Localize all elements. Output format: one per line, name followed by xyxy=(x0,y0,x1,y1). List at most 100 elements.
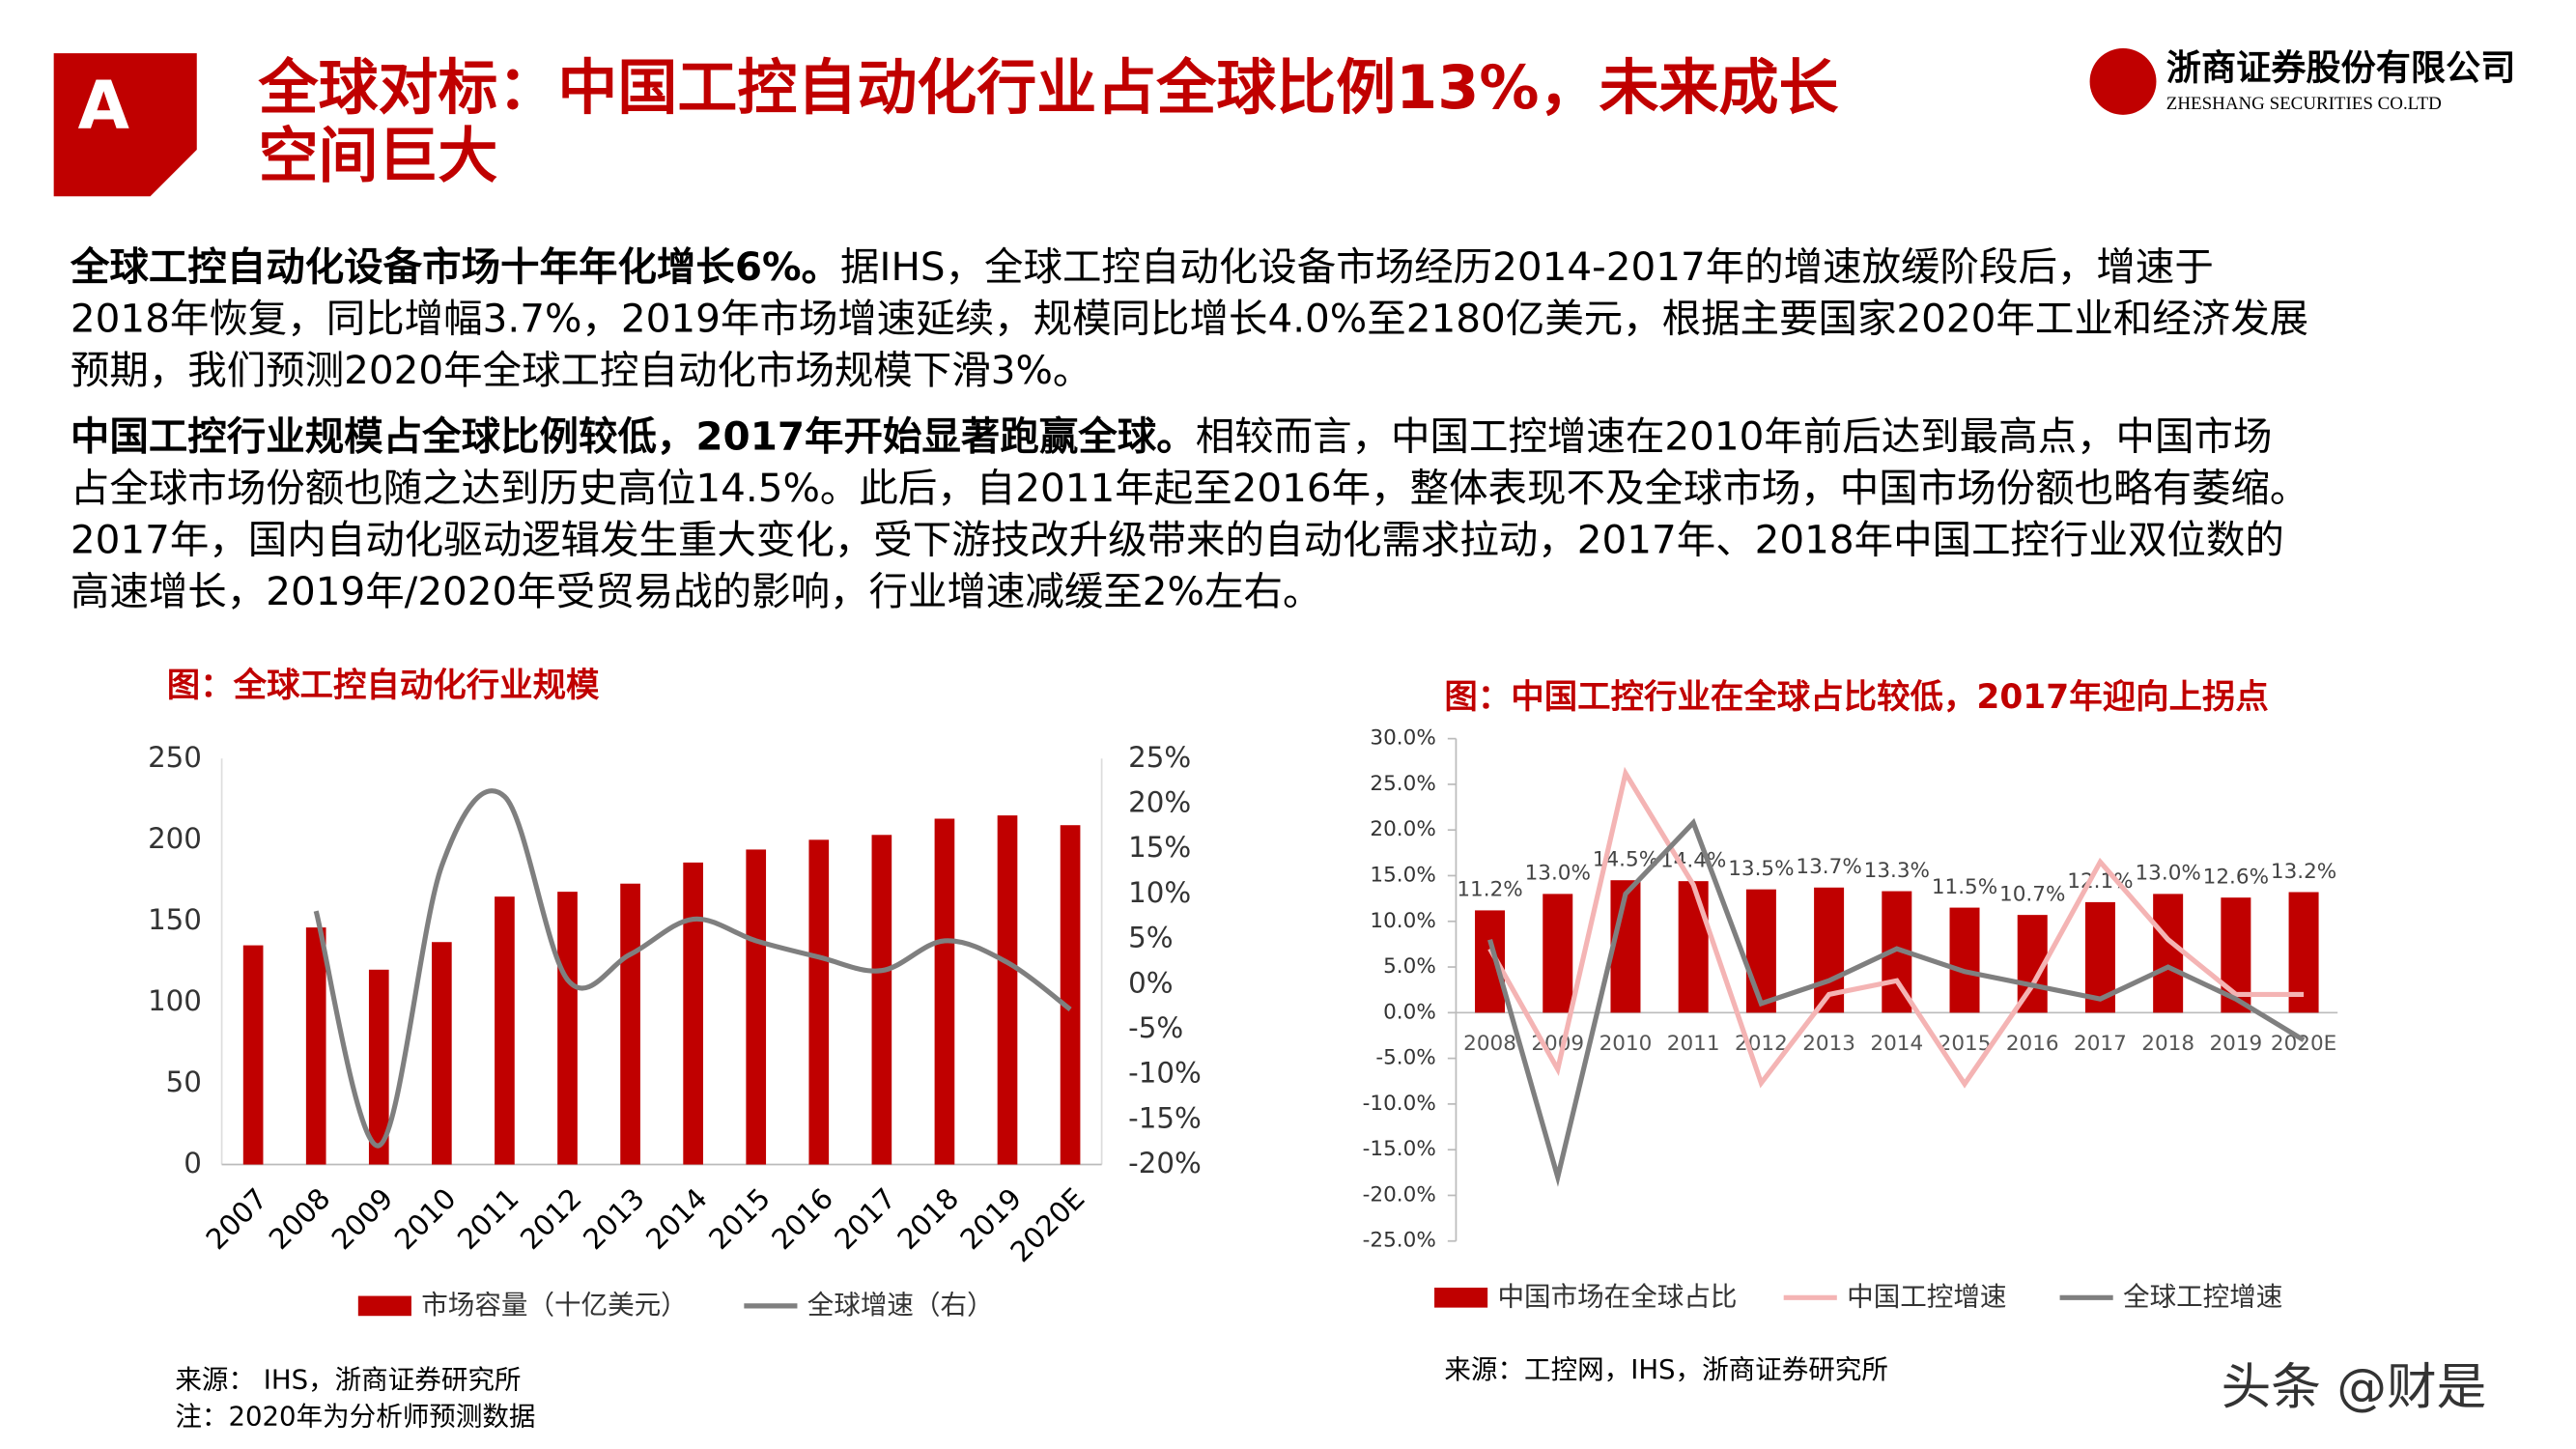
y-tick-label: -25.0% xyxy=(1363,1229,1436,1253)
bar xyxy=(495,896,515,1165)
value-label: 11.2% xyxy=(1457,878,1522,902)
line xyxy=(1487,766,2305,1089)
bar xyxy=(997,815,1018,1165)
badge: A xyxy=(78,68,129,145)
y-tick-label: 25.0% xyxy=(1370,772,1435,796)
x-tick-label: 2016 xyxy=(2006,1032,2059,1056)
y-tick-label: 50 xyxy=(166,1065,202,1098)
bar xyxy=(2153,894,2184,1013)
source-note: 注：2020年为分析师预测数据 xyxy=(175,1401,535,1432)
paragraph-bold: 中国工控行业规模占全球比例较低，2017年开始显著跑赢全球。 xyxy=(71,413,1196,460)
bar xyxy=(1543,894,1573,1013)
x-tick-label: 2016 xyxy=(765,1181,839,1256)
legend-label: 中国工控增速 xyxy=(1847,1281,2006,1312)
x-tick-label: 2010 xyxy=(388,1181,463,1256)
value-label: 13.5% xyxy=(1728,857,1794,881)
paragraph-text: 2018年恢复，同比增幅3.7%，2019年市场增速延续，规模同比增长4.0%至… xyxy=(71,295,2308,341)
bar xyxy=(242,945,264,1165)
x-tick-label: 2017 xyxy=(828,1181,902,1256)
value-label: 13.0% xyxy=(1525,862,1591,886)
x-tick-label: 2007 xyxy=(200,1181,274,1256)
y-tick-label: -10.0% xyxy=(1363,1092,1436,1116)
bar xyxy=(1475,910,1506,1013)
y-tick-label: -20.0% xyxy=(1363,1182,1436,1207)
watermark: 头条 @财是 xyxy=(2222,1359,2487,1417)
x-tick-label: 2017 xyxy=(2074,1032,2127,1056)
bar xyxy=(871,835,892,1165)
bar xyxy=(305,927,326,1165)
badge-bg xyxy=(53,53,197,197)
paragraph-bold: 全球工控自动化设备市场十年年化增长6%。 xyxy=(70,243,840,290)
y2-tick-label: -10% xyxy=(1128,1057,1202,1090)
title: 空间巨大 xyxy=(258,120,497,190)
paragraph-line: 中国工控行业规模占全球比例较低，2017年开始显著跑赢全球。相较而言，中国工控增… xyxy=(71,413,2273,460)
paragraph-text: 据IHS，全球工控自动化设备市场经历2014-2017年的增速放缓阶段后，增速于 xyxy=(840,243,2214,290)
y-tick-label: -5.0% xyxy=(1375,1046,1435,1070)
chart-title: 图：中国工控行业在全球占比较低，2017年迎向上拐点 xyxy=(1444,678,2268,717)
value-label: 13.0% xyxy=(2135,862,2200,886)
y-tick-label: 15.0% xyxy=(1370,863,1435,887)
legend-label: 市场容量（十亿美元） xyxy=(421,1290,687,1321)
x-tick-label: 2009 xyxy=(326,1181,400,1256)
x-tick-label: 2014 xyxy=(1870,1032,1923,1056)
y2-tick-label: 25% xyxy=(1128,741,1191,774)
y2-tick-label: -20% xyxy=(1128,1147,1202,1179)
y-tick-label: 100 xyxy=(148,984,202,1017)
x-tick-label: 2019 xyxy=(2209,1032,2262,1056)
y-tick-label: 200 xyxy=(148,822,202,855)
y2-tick-label: 0% xyxy=(1128,966,1173,999)
paragraph-line: 2018年恢复，同比增幅3.7%，2019年市场增速延续，规模同比增长4.0%至… xyxy=(71,295,2308,341)
value-label: 10.7% xyxy=(1999,882,2065,906)
logo-en: ZHESHANG SECURITIES CO.LTD xyxy=(2166,94,2442,114)
legend-label: 中国市场在全球占比 xyxy=(1497,1281,1737,1312)
x-tick-label: 2018 xyxy=(892,1181,966,1256)
logo-icon xyxy=(2089,47,2157,115)
x-tick-label: 2012 xyxy=(514,1181,588,1256)
source-note: 来源：工控网，IHS，浙商证券研究所 xyxy=(1444,1354,1888,1385)
legend-swatch xyxy=(1434,1287,1488,1308)
paragraph-line: 2017年，国内自动化驱动逻辑发生重大变化，受下游技改升级带来的自动化需求拉动，… xyxy=(71,516,2284,562)
bar xyxy=(557,892,578,1165)
bar xyxy=(620,883,640,1165)
y-tick-label: 150 xyxy=(148,903,202,936)
source-note: 来源： IHS，浙商证券研究所 xyxy=(175,1364,521,1395)
bar xyxy=(746,849,767,1165)
y2-tick-label: 5% xyxy=(1128,922,1173,954)
value-label: 13.7% xyxy=(1796,855,1861,879)
paragraph-line: 高速增长，2019年/2020年受贸易战的影响，行业增速减缓至2%左右。 xyxy=(71,568,1322,614)
paragraph-line: 预期，我们预测2020年全球工控自动化市场规模下滑3%。 xyxy=(71,347,1092,393)
line xyxy=(1487,817,2306,1187)
y2-tick-label: 15% xyxy=(1128,831,1191,864)
bar xyxy=(808,839,830,1165)
paragraph-line: 占全球市场份额也随之达到历史高位14.5%。此后，自2011年起至2016年，整… xyxy=(71,465,2309,511)
x-tick-label: 2013 xyxy=(1802,1032,1855,1056)
legend-label: 全球增速（右） xyxy=(807,1290,994,1321)
chart-title: 图：全球工控自动化行业规模 xyxy=(167,667,600,705)
bar xyxy=(1060,825,1081,1165)
value-label: 14.4% xyxy=(1660,848,1726,872)
y2-tick-label: 20% xyxy=(1128,785,1191,818)
y2-tick-label: 10% xyxy=(1128,876,1191,909)
y2-tick-label: -15% xyxy=(1128,1101,1202,1134)
x-tick-label: 2010 xyxy=(1599,1032,1653,1056)
paragraph-text: 占全球市场份额也随之达到历史高位14.5%。此后，自2011年起至2016年，整… xyxy=(71,465,2309,511)
paragraph-text: 高速增长，2019年/2020年受贸易战的影响，行业增速减缓至2%左右。 xyxy=(71,568,1322,614)
line xyxy=(313,788,1072,1149)
x-tick-label: 2020E xyxy=(2271,1032,2336,1056)
value-label: 13.3% xyxy=(1864,859,1930,883)
x-tick-label: 2008 xyxy=(1463,1032,1516,1056)
bar xyxy=(1745,889,1776,1013)
value-label: 13.2% xyxy=(2271,860,2336,884)
y-tick-label: -15.0% xyxy=(1363,1137,1436,1161)
x-tick-label: 2015 xyxy=(702,1181,777,1256)
y-tick-label: 250 xyxy=(148,741,202,774)
x-tick-label: 2018 xyxy=(2141,1032,2194,1056)
x-tick-label: 2008 xyxy=(263,1181,337,1256)
legend-label: 全球工控增速 xyxy=(2123,1281,2282,1312)
y-tick-label: 0 xyxy=(184,1147,202,1179)
bar xyxy=(1678,881,1709,1013)
paragraph-text: 预期，我们预测2020年全球工控自动化市场规模下滑3%。 xyxy=(71,347,1092,393)
y-tick-label: 20.0% xyxy=(1370,817,1435,841)
bar xyxy=(368,969,389,1165)
